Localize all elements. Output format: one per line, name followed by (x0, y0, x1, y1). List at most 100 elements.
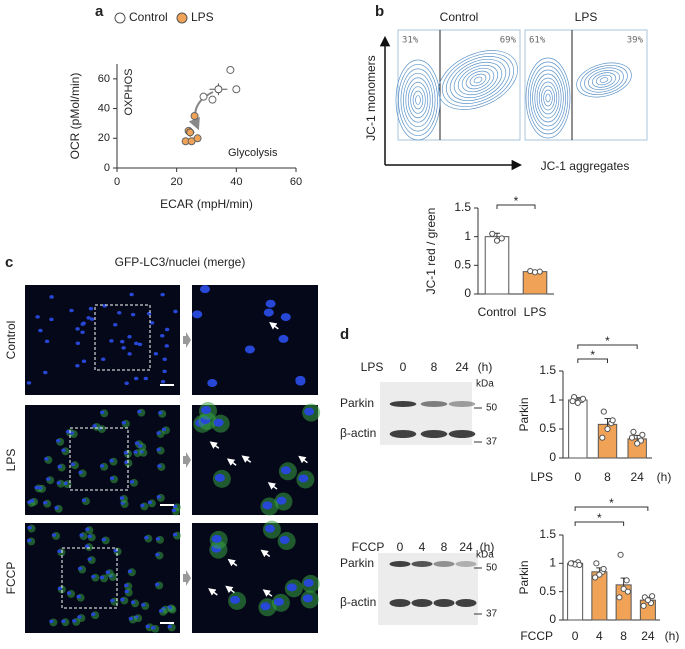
data-point (226, 65, 235, 74)
nucleus (92, 424, 97, 428)
nucleus (86, 316, 91, 320)
y-axis-label: Parkin (517, 560, 531, 594)
nucleus (160, 379, 166, 384)
micrograph (192, 285, 318, 395)
nucleus (124, 381, 129, 386)
nucleus (55, 439, 61, 443)
y-tick-label: 0 (464, 286, 471, 300)
contour (438, 50, 518, 110)
nucleus (156, 447, 161, 452)
nucleus (134, 376, 139, 381)
kda-marker: 37 (486, 437, 498, 448)
nucleus (44, 339, 50, 344)
nucleus (276, 496, 287, 505)
x-tick-label: 60 (290, 176, 302, 188)
nucleus (164, 327, 170, 332)
lane-label: 8 (431, 360, 438, 374)
data-point (628, 434, 636, 441)
nucleus (99, 575, 105, 580)
nucleus (158, 411, 163, 415)
indicator-arrow (269, 321, 279, 330)
kda-marker: 50 (486, 563, 498, 574)
nucleus (130, 312, 136, 317)
zoom-arrow (183, 332, 191, 348)
blot-row-label: β-actin (340, 595, 376, 609)
nucleus (56, 480, 62, 485)
nucleus (27, 525, 32, 530)
y-tick-label: 60 (98, 73, 110, 85)
contour (469, 73, 487, 87)
blot-row-label: Parkin (340, 396, 374, 410)
blot-band (433, 599, 455, 607)
flow-plot (397, 29, 521, 141)
nucleus (302, 594, 313, 603)
data-point (649, 593, 656, 600)
nucleus (260, 602, 271, 611)
nucleus (81, 359, 87, 363)
data-point (596, 571, 603, 578)
nucleus (207, 379, 218, 388)
nucleus (91, 612, 96, 616)
nucleus (154, 582, 160, 587)
nucleus (273, 597, 284, 606)
data-point (600, 565, 607, 573)
nucleus (128, 616, 134, 621)
annotation: Glycolysis (228, 147, 278, 159)
column-label: LPS (575, 10, 598, 24)
nucleus (29, 499, 35, 503)
blot-row-label: β-actin (340, 426, 376, 440)
blot-band (389, 401, 417, 407)
nucleus (295, 377, 306, 386)
indicator-arrow (208, 588, 218, 596)
x-tick-label: 0 (574, 470, 581, 484)
nucleus (51, 533, 57, 537)
legend-marker (176, 12, 188, 24)
nucleus (120, 597, 125, 602)
y-tick-label: 0.5 (539, 421, 556, 435)
kda-marker: 37 (486, 609, 498, 620)
nucleus (57, 549, 62, 554)
nucleus (162, 369, 167, 374)
data-point (634, 440, 641, 447)
indicator-arrow (260, 549, 271, 558)
lane-label: 8 (441, 540, 448, 554)
contour (412, 90, 424, 110)
lane-label: 0 (397, 540, 404, 554)
nucleus (80, 330, 85, 335)
contour (449, 58, 507, 102)
nucleus (88, 306, 94, 311)
nucleus (134, 341, 139, 346)
data-point (620, 585, 627, 592)
nucleus (144, 535, 149, 540)
data-point (574, 399, 581, 406)
zoom-region (94, 304, 151, 371)
nucleus (199, 285, 210, 294)
kda-label: kDa (476, 550, 494, 561)
nucleus (143, 376, 149, 381)
nucleus (160, 333, 165, 338)
significance-label: * (514, 194, 519, 208)
blot-band (389, 561, 411, 567)
nucleus (172, 532, 178, 537)
lane-label: 0 (400, 360, 407, 374)
nucleus (162, 357, 167, 361)
contour (465, 70, 491, 90)
time-unit: (h) (478, 360, 493, 374)
nucleus (192, 310, 203, 319)
nucleus (101, 537, 106, 542)
contour (407, 81, 429, 119)
mean-point (214, 85, 223, 94)
significance-label: * (605, 334, 610, 348)
data-point (604, 425, 611, 433)
y-tick-label: 1 (549, 392, 556, 406)
data-point (644, 597, 651, 604)
nucleus (147, 500, 153, 505)
data-point (639, 431, 646, 438)
indicator-arrow (262, 589, 273, 597)
nucleus (286, 583, 297, 592)
nucleus (244, 345, 255, 354)
zoom-arrow (183, 452, 191, 468)
y-tick-label: 1.5 (539, 527, 556, 541)
nucleus (43, 370, 48, 375)
nucleus (167, 624, 172, 629)
